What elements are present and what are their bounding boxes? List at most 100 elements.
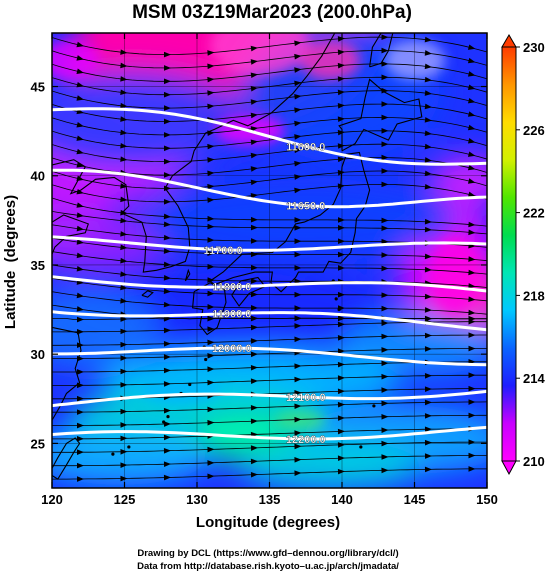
contour-label: 12000.0 xyxy=(212,343,252,355)
wind-arrow xyxy=(468,332,476,338)
wind-arrow xyxy=(381,305,389,312)
wind-arrow xyxy=(163,145,171,152)
wind-arrow xyxy=(337,468,345,475)
wind-arrow xyxy=(163,354,171,360)
coastline-segment xyxy=(369,33,394,68)
temperature-patch xyxy=(385,40,445,80)
wind-arrow xyxy=(381,217,389,224)
wind-arrow xyxy=(337,251,345,258)
contour-label: 11600.0 xyxy=(286,141,325,153)
wind-arrow xyxy=(337,224,345,231)
wind-arrow xyxy=(337,428,345,435)
island xyxy=(127,445,131,449)
wind-arrow xyxy=(424,332,432,339)
wind-arrow xyxy=(381,252,389,258)
wind-arrow xyxy=(337,49,345,56)
wind-arrow xyxy=(76,175,84,181)
wind-arrow xyxy=(294,323,302,329)
wind-arrow xyxy=(424,117,432,123)
wind-arrow xyxy=(120,297,128,304)
wind-arrow xyxy=(163,381,171,387)
wind-arrow xyxy=(76,409,84,415)
wind-arrow xyxy=(76,382,84,389)
wind-arrow xyxy=(381,427,389,434)
wind-arrow xyxy=(294,336,302,343)
wind-arrow xyxy=(250,72,258,79)
wind-arrow xyxy=(120,448,128,455)
temperature-patch xyxy=(240,440,420,488)
wind-arrow xyxy=(207,157,215,163)
wind-arrow xyxy=(294,251,302,258)
wind-arrow xyxy=(337,348,345,355)
coastline-segment xyxy=(52,214,89,255)
wind-arrow xyxy=(163,118,171,125)
wind-arrow xyxy=(424,266,432,273)
colorbar-ticks: 210 214 218 222 226 230 xyxy=(516,40,545,469)
wind-arrow xyxy=(207,353,215,359)
wind-arrow xyxy=(163,234,171,241)
wind-arrow xyxy=(250,445,258,451)
wind-arrow xyxy=(294,225,302,231)
wind-arrow xyxy=(468,256,476,262)
wind-arrow xyxy=(337,291,345,298)
wind-arrow xyxy=(163,51,171,58)
wind-arrow xyxy=(381,387,389,393)
wind-arrow xyxy=(424,183,432,190)
wind-arrow xyxy=(207,304,215,310)
wind-arrow xyxy=(337,116,345,122)
wind-arrow xyxy=(424,226,432,233)
wind-arrow xyxy=(424,399,432,406)
wind-arrow xyxy=(120,209,128,216)
wind-arrow xyxy=(294,376,302,383)
wind-arrow xyxy=(424,36,432,43)
wind-arrow xyxy=(250,45,258,52)
wind-arrow xyxy=(250,166,258,172)
wind-arrow xyxy=(207,263,215,270)
wind-arrow xyxy=(381,400,389,407)
wind-arrow xyxy=(250,378,258,384)
wind-arrow xyxy=(207,315,215,322)
wind-arrow xyxy=(381,320,389,327)
wind-arrow xyxy=(120,368,128,375)
wind-arrow xyxy=(76,306,84,312)
wind-arrow xyxy=(120,475,128,482)
wind-arrow xyxy=(294,174,302,180)
y-tick-label: 45 xyxy=(31,80,45,95)
wind-arrow xyxy=(468,385,476,392)
wind-arrow xyxy=(294,160,302,167)
colorbar-tick-label: 222 xyxy=(523,206,545,221)
wind-arrow xyxy=(294,67,302,73)
wind-arrow xyxy=(163,341,171,347)
wind-arrow xyxy=(337,335,345,341)
wind-arrow xyxy=(468,229,476,236)
wind-arrow xyxy=(207,76,215,83)
wind-arrow xyxy=(468,269,476,276)
wind-arrow xyxy=(120,271,128,277)
wind-arrow xyxy=(381,127,389,134)
wind-arrow xyxy=(381,333,389,340)
wind-arrow xyxy=(207,473,215,480)
island xyxy=(188,382,192,387)
wind-arrow xyxy=(424,372,432,379)
wind-arrow xyxy=(76,95,84,101)
colorbar-tick-label: 226 xyxy=(523,123,545,138)
wind-arrow xyxy=(163,172,171,178)
wind-arrow xyxy=(424,253,432,260)
height-contour xyxy=(52,168,487,209)
y-tick-label: 40 xyxy=(31,169,45,184)
coastline-segment xyxy=(184,268,191,282)
wind-arrow xyxy=(424,170,432,177)
wind-arrow xyxy=(294,430,302,436)
wind-arrow xyxy=(381,454,389,460)
x-tick-label: 135 xyxy=(259,492,281,507)
wind-arrow xyxy=(381,87,389,94)
wind-arrow xyxy=(337,156,345,163)
wind-arrow xyxy=(76,436,84,442)
wind-arrow xyxy=(337,103,345,109)
island xyxy=(204,357,208,362)
colorbar: 210 214 218 222 226 230 xyxy=(501,34,545,476)
wind-arrow xyxy=(207,130,215,136)
wind-arrow xyxy=(163,434,171,441)
wind-arrow xyxy=(250,418,258,425)
wind-arrow xyxy=(250,405,258,411)
